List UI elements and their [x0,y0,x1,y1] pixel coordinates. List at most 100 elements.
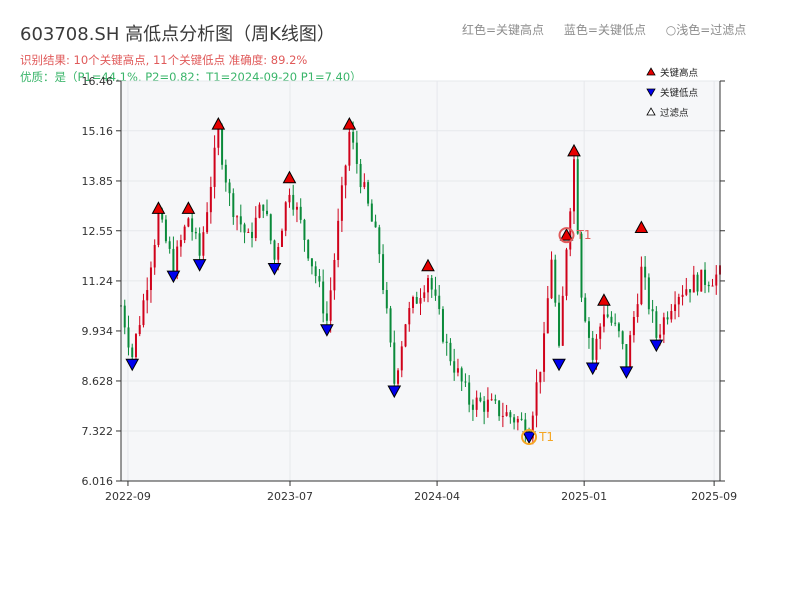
candle-body [213,147,216,187]
key-low-marker [522,431,536,445]
candle-body [337,220,340,260]
candle-body [516,418,519,423]
candle-body [307,240,310,259]
candle-body [655,311,658,338]
candle-body [524,419,527,436]
key-high-marker [421,258,435,272]
candle-body [614,322,617,324]
candle-body [632,316,635,336]
candle-body [644,266,647,278]
legend-blue-text: 蓝色=关键低点 [563,23,646,37]
candle-body [397,370,400,384]
candle-body [157,213,160,245]
candle-body [438,295,441,310]
y-tick-label: 8.628 [82,375,114,388]
candle-body [471,404,474,410]
y-tick-label: 15.16 [82,125,114,138]
candle-body [161,213,164,220]
candle-body [707,284,710,287]
candle-body [602,314,605,327]
candle-body [483,401,486,412]
candle-body [374,221,377,228]
candle-body [561,295,564,346]
candle-body [685,289,688,295]
candle-body [651,309,654,312]
candle-body [355,142,358,164]
candle-body [224,164,227,183]
candle-body [595,338,598,360]
candle-body [352,131,355,143]
candle-body [378,227,381,255]
candle-body [243,224,246,233]
candle-body [277,246,280,260]
candle-body [460,368,463,382]
candle-body [367,182,370,204]
candle-body [647,277,650,310]
candle-body [295,206,298,210]
result-summary: 识别结果: 10个关键高点, 11个关键低点 准确度: 89.2% [20,53,308,67]
candle-body [232,193,235,218]
y-tick-label: 9.934 [82,325,114,338]
candle-body [625,344,628,368]
page-title: 603708.SH 高低点分析图（周K线图） [20,24,335,45]
candle-body [292,194,295,210]
candle-body [310,258,313,267]
candle-body [599,326,602,339]
legend-label: 关键高点 [660,67,699,79]
candle-body [498,400,501,417]
candle-body [550,259,553,299]
legend-light-text: ○浅色=过滤点 [665,23,747,37]
y-tick-label: 16.46 [82,75,114,88]
candle-body [640,266,643,305]
t-marker-label: T1 [538,430,554,444]
key-low-marker [619,366,634,379]
candle-body [434,289,437,296]
candle-body [299,206,302,220]
candle-body [689,289,692,293]
candle-body [449,342,452,362]
key-high-marker [181,201,196,214]
candle-body [513,417,516,423]
candle-body [221,127,224,165]
candle-body [617,323,620,332]
t-marker-circle [521,428,538,445]
key-high-marker [342,117,357,130]
candle-body [539,371,542,383]
candle-body [206,212,209,233]
candle-body [146,290,149,301]
candle-body [621,331,624,345]
key-high-marker [597,293,611,306]
candle-body [543,333,546,372]
key-high-marker [634,220,649,233]
candle-body [172,248,175,276]
candle-body [266,210,269,215]
t-marker-circle [558,227,575,244]
candle-body [153,244,156,268]
candle-body [419,297,422,304]
candle-body [389,308,392,343]
candle-body [284,202,287,231]
candle-body [400,346,403,371]
candle-body [176,246,179,276]
candle-body [584,297,587,322]
candle-body [591,337,594,360]
candle-body [408,308,411,325]
candle-body [490,399,493,401]
candle-body [674,304,677,311]
key-high-marker [567,143,581,157]
candle-body [606,314,609,317]
candle-body [456,368,459,373]
candle-body [629,335,632,368]
candle-body [430,278,433,290]
candle-body [127,327,130,348]
candle-body [202,232,205,256]
candle-body [670,310,673,320]
candle-body [325,313,328,321]
candle-body [468,382,471,405]
candle-body [426,278,429,293]
candle-body [217,127,220,148]
candle-body [239,216,242,225]
candle-body [273,240,276,260]
x-tick-label: 2024-04 [414,490,460,503]
